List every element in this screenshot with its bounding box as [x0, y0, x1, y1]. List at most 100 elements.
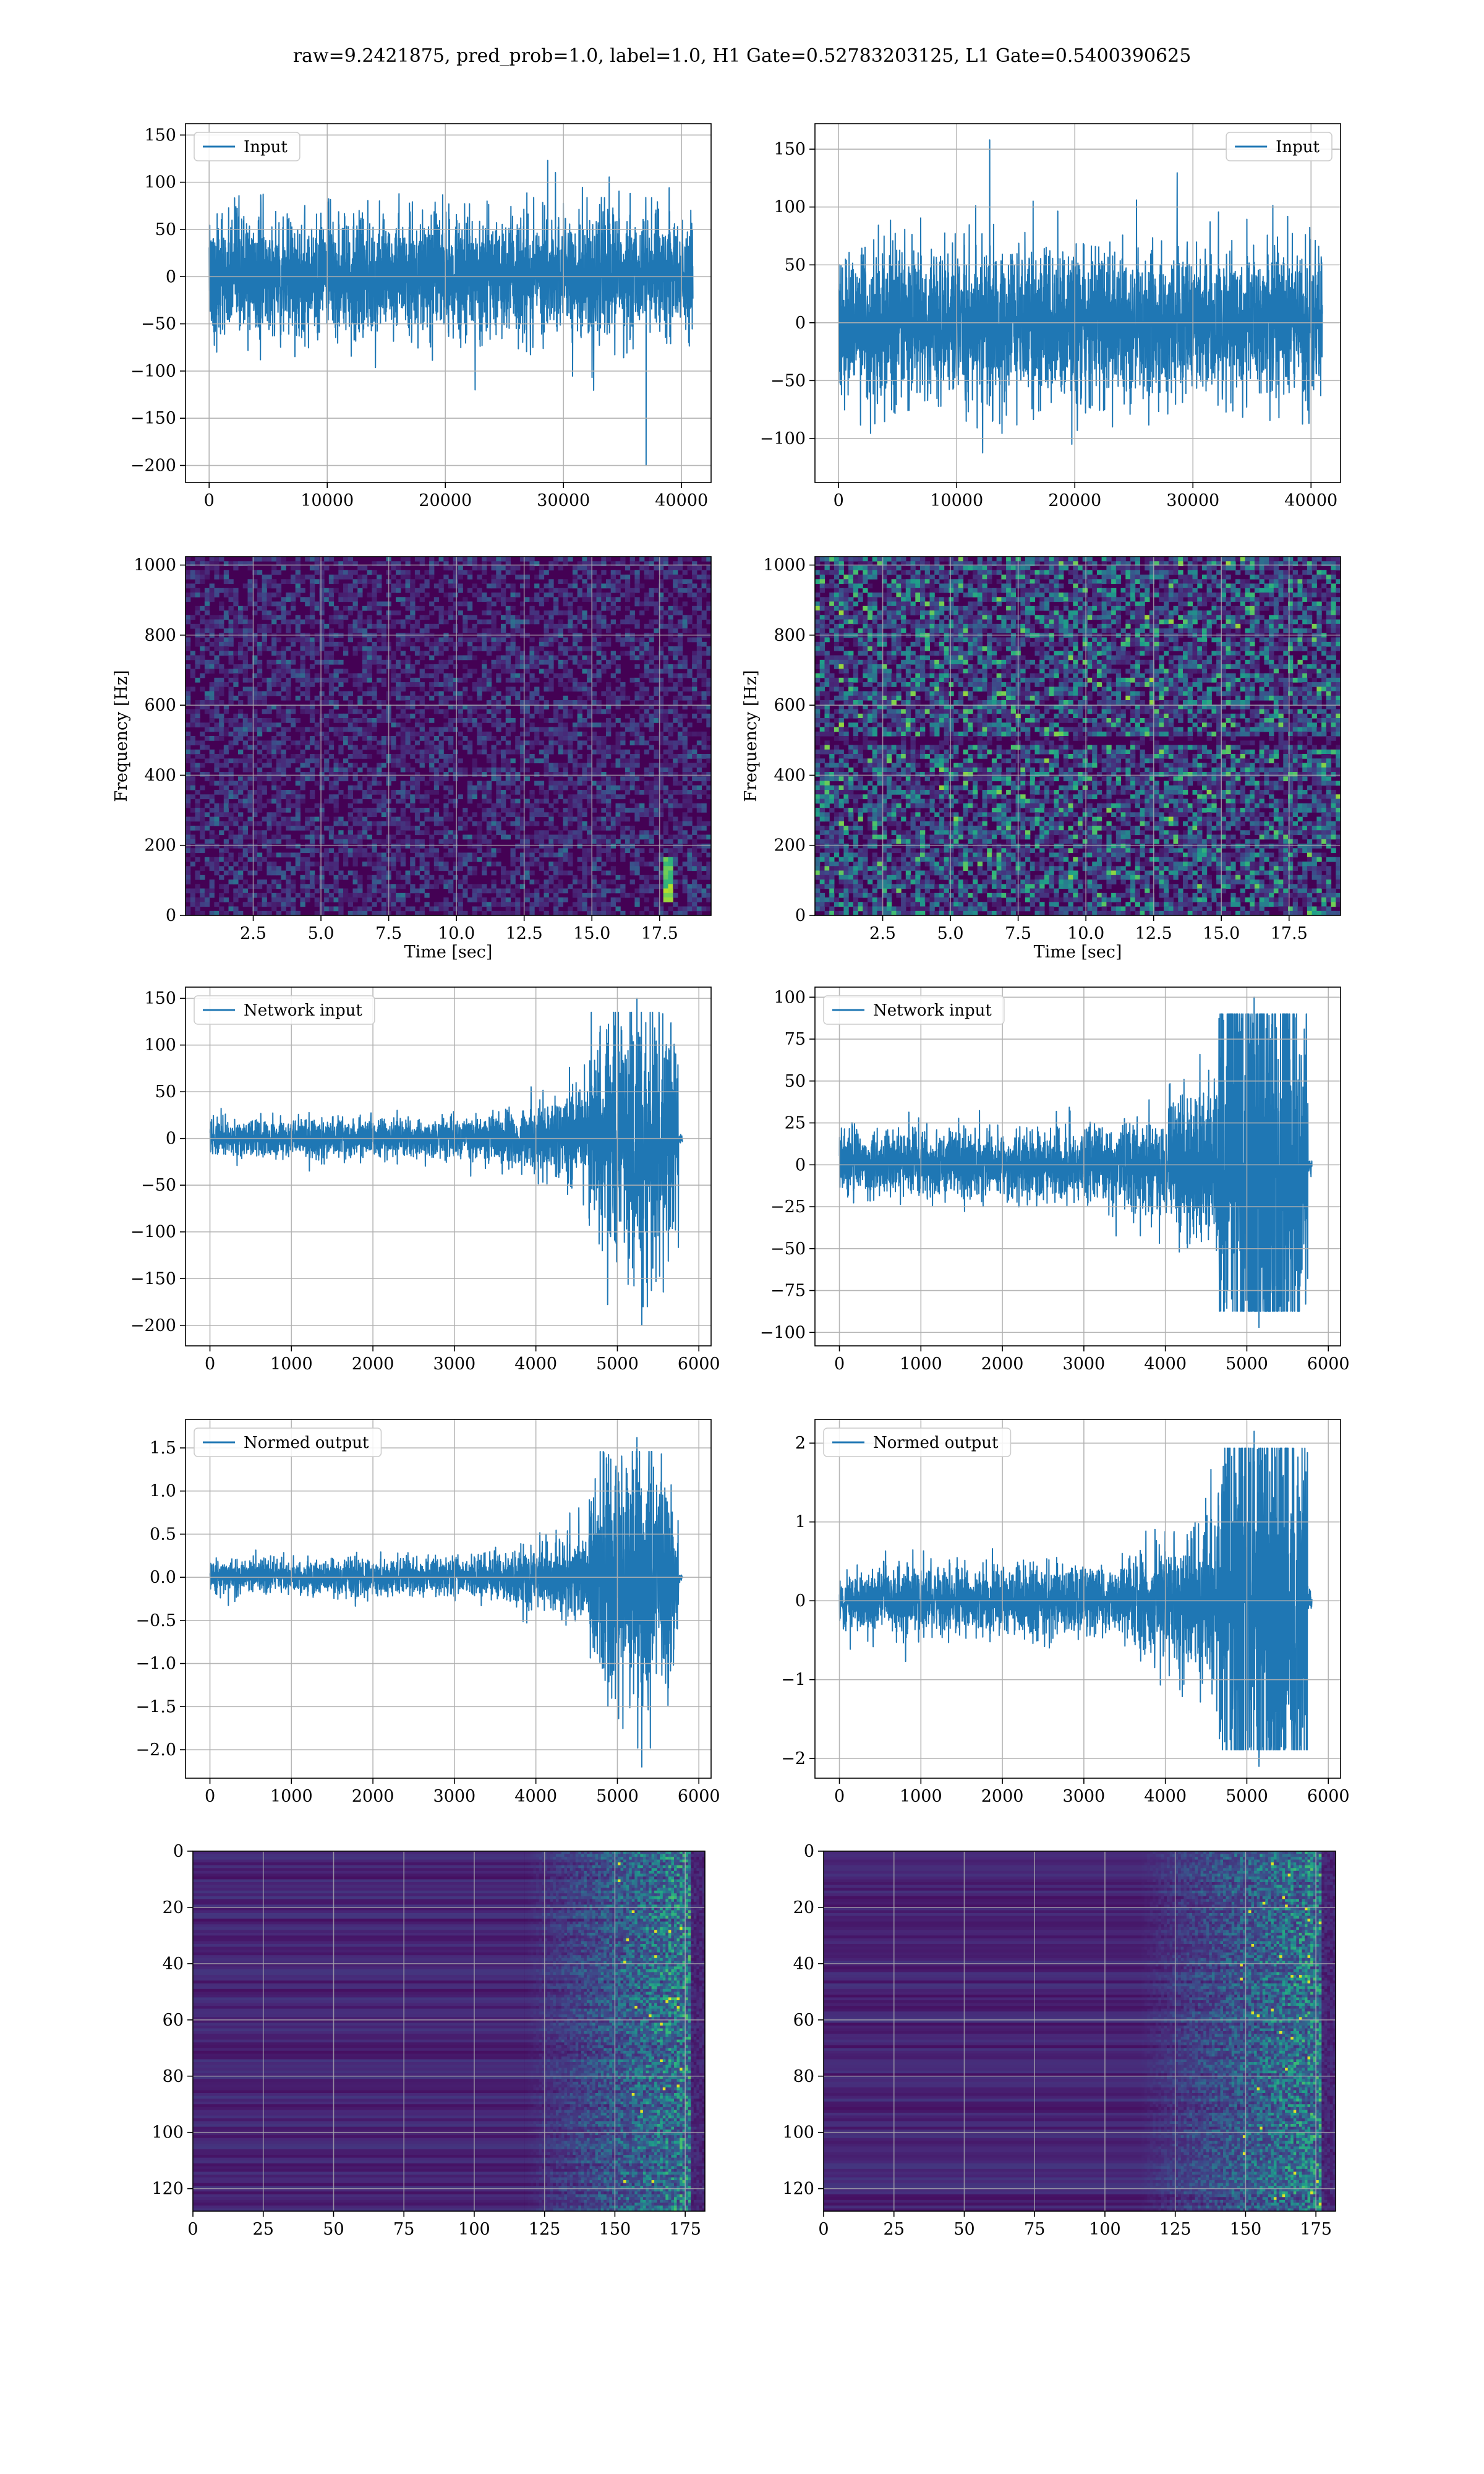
- heatmap-cell: [357, 727, 363, 732]
- heatmap-cell: [668, 754, 673, 759]
- heatmap-cell: [328, 673, 335, 678]
- heatmap-cell: [443, 763, 449, 768]
- heatmap-cell: [238, 816, 244, 822]
- heatmap-cell: [482, 910, 487, 915]
- heatmap-cell: [629, 740, 635, 746]
- heatmap-cell: [467, 615, 473, 620]
- heatmap-cell: [568, 740, 573, 746]
- heatmap-cell: [601, 615, 607, 620]
- heatmap-cell: [377, 826, 382, 831]
- heatmap-cell: [391, 844, 396, 849]
- heatmap-cell: [577, 816, 582, 822]
- heatmap-cell: [262, 593, 267, 597]
- heatmap-cell: [692, 731, 697, 737]
- heatmap-cell: [448, 884, 454, 889]
- heatmap-cell: [463, 704, 468, 710]
- heatmap-cell: [544, 798, 549, 804]
- heatmap-cell: [505, 677, 511, 683]
- heatmap-cell: [414, 794, 420, 800]
- heatmap-cell: [238, 664, 244, 669]
- heatmap-cell: [396, 637, 401, 643]
- heatmap-cell: [582, 906, 587, 912]
- heatmap-cell: [333, 646, 339, 651]
- heatmap-cell: [223, 593, 229, 597]
- heatmap-cell: [314, 803, 320, 808]
- heatmap-cell: [300, 897, 305, 902]
- heatmap-cell: [482, 669, 487, 674]
- heatmap-cell: [668, 749, 673, 755]
- heatmap-cell: [659, 740, 664, 746]
- heatmap-cell: [333, 906, 339, 912]
- heatmap-cell: [291, 718, 296, 723]
- heatmap-cell: [286, 803, 291, 808]
- heatmap-cell: [309, 704, 315, 710]
- heatmap-cell: [271, 736, 277, 741]
- heatmap-cell: [438, 619, 444, 625]
- heatmap-cell: [200, 641, 205, 647]
- heatmap-cell: [367, 727, 372, 732]
- heatmap-cell: [572, 575, 578, 580]
- heatmap-cell: [190, 583, 195, 589]
- heatmap-cell: [625, 776, 631, 782]
- heatmap-cell: [548, 718, 554, 723]
- heatmap-cell: [539, 884, 545, 889]
- heatmap-cell: [534, 803, 540, 808]
- heatmap-cell: [601, 745, 607, 750]
- heatmap-cell: [438, 754, 444, 759]
- heatmap-cell: [524, 767, 530, 773]
- heatmap-cell: [659, 812, 664, 818]
- heatmap-cell: [496, 826, 501, 831]
- heatmap-cell: [472, 615, 477, 620]
- heatmap-cell: [563, 610, 568, 615]
- heatmap-cell: [429, 767, 435, 773]
- heatmap-cell: [233, 651, 239, 656]
- heatmap-cell: [534, 709, 540, 714]
- heatmap-cell: [424, 902, 430, 907]
- heatmap-cell: [587, 655, 592, 661]
- heatmap-cell: [257, 682, 263, 687]
- heatmap-cell: [505, 570, 511, 575]
- heatmap-cell: [668, 646, 673, 651]
- heatmap-cell: [295, 557, 301, 562]
- heatmap-cell: [644, 623, 650, 629]
- heatmap-cell: [391, 906, 396, 912]
- heatmap-cell: [568, 745, 573, 750]
- heatmap-cell: [343, 695, 349, 701]
- heatmap-cell: [692, 776, 697, 782]
- heatmap-cell: [673, 583, 678, 589]
- heatmap-cell: [515, 655, 521, 661]
- heatmap-cell: [300, 758, 305, 764]
- heatmap-cell: [400, 785, 406, 790]
- heatmap-cell: [357, 615, 363, 620]
- heatmap-cell: [582, 583, 587, 589]
- heatmap-cell: [659, 646, 664, 651]
- heatmap-cell: [267, 623, 272, 629]
- heatmap-cell: [352, 682, 358, 687]
- heatmap-cell: [276, 677, 282, 683]
- heatmap-cell: [524, 870, 530, 876]
- heatmap-cell: [629, 588, 635, 593]
- heatmap-cell: [352, 910, 358, 915]
- heatmap-cell: [419, 687, 425, 692]
- heatmap-cell: [414, 852, 420, 858]
- heatmap-cell: [429, 749, 435, 755]
- heatmap-cell: [587, 763, 592, 768]
- heatmap-cell: [539, 709, 545, 714]
- heatmap-cell: [448, 687, 454, 692]
- heatmap-cell: [262, 785, 267, 790]
- heatmap-cell: [295, 803, 301, 808]
- heatmap-cell: [314, 637, 320, 643]
- heatmap-cell: [677, 561, 683, 567]
- heatmap-cell: [577, 722, 582, 728]
- heatmap-cell: [682, 758, 688, 764]
- heatmap-cell: [247, 803, 253, 808]
- heatmap-cell: [396, 687, 401, 692]
- heatmap-cell: [219, 884, 224, 889]
- heatmap-cell: [186, 664, 191, 669]
- heatmap-cell: [410, 695, 416, 701]
- heatmap-cell: [300, 588, 305, 593]
- heatmap-cell: [572, 749, 578, 755]
- heatmap-cell: [673, 579, 678, 584]
- heatmap-cell: [372, 892, 377, 898]
- heatmap-cell: [553, 673, 559, 678]
